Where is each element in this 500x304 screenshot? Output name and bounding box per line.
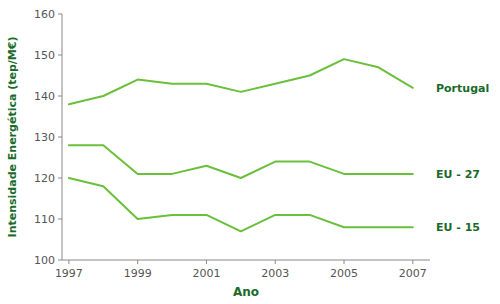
x-tick-label: 2007 — [399, 267, 427, 280]
y-tick — [58, 96, 62, 97]
series-label: EU - 27 — [436, 168, 480, 181]
series-line — [69, 145, 413, 178]
x-tick-label: 2005 — [330, 267, 358, 280]
y-tick — [58, 137, 62, 138]
y-tick-label: 130 — [34, 131, 55, 144]
x-tick — [275, 260, 276, 264]
series-line — [69, 59, 413, 104]
y-tick-label: 120 — [34, 172, 55, 185]
x-tick-label: 1999 — [124, 267, 152, 280]
x-tick-label: 2001 — [192, 267, 220, 280]
y-tick — [58, 219, 62, 220]
series-line — [69, 178, 413, 231]
series-label: EU - 15 — [436, 221, 480, 234]
y-tick-label: 150 — [34, 49, 55, 62]
x-tick — [137, 260, 138, 264]
y-tick-label: 160 — [34, 8, 55, 21]
y-tick-label: 110 — [34, 213, 55, 226]
chart-svg: 1997 1999 2001 2003 2005 2007 100 110 120 130 140 1… — [0, 0, 500, 304]
series-label: Portugal — [436, 82, 489, 95]
y-tick — [58, 14, 62, 15]
y-axis-label: Intensidade Energética (tep/M€) — [6, 37, 19, 238]
y-tick — [58, 260, 62, 261]
x-tick — [344, 260, 345, 264]
x-tick — [206, 260, 207, 264]
y-tick — [58, 55, 62, 56]
x-axis-line — [62, 260, 430, 261]
x-tick — [68, 260, 69, 264]
x-tick-label: 1997 — [55, 267, 83, 280]
y-tick-label: 100 — [34, 254, 55, 267]
y-tick — [58, 178, 62, 179]
x-tick-label: 2003 — [261, 267, 289, 280]
x-axis-label: Ano — [233, 285, 259, 299]
x-tick — [412, 260, 413, 264]
y-tick-label: 140 — [34, 90, 55, 103]
plot-area — [69, 59, 413, 231]
chart-container: 1997 1999 2001 2003 2005 2007 100 110 120 130 140 1… — [0, 0, 500, 304]
